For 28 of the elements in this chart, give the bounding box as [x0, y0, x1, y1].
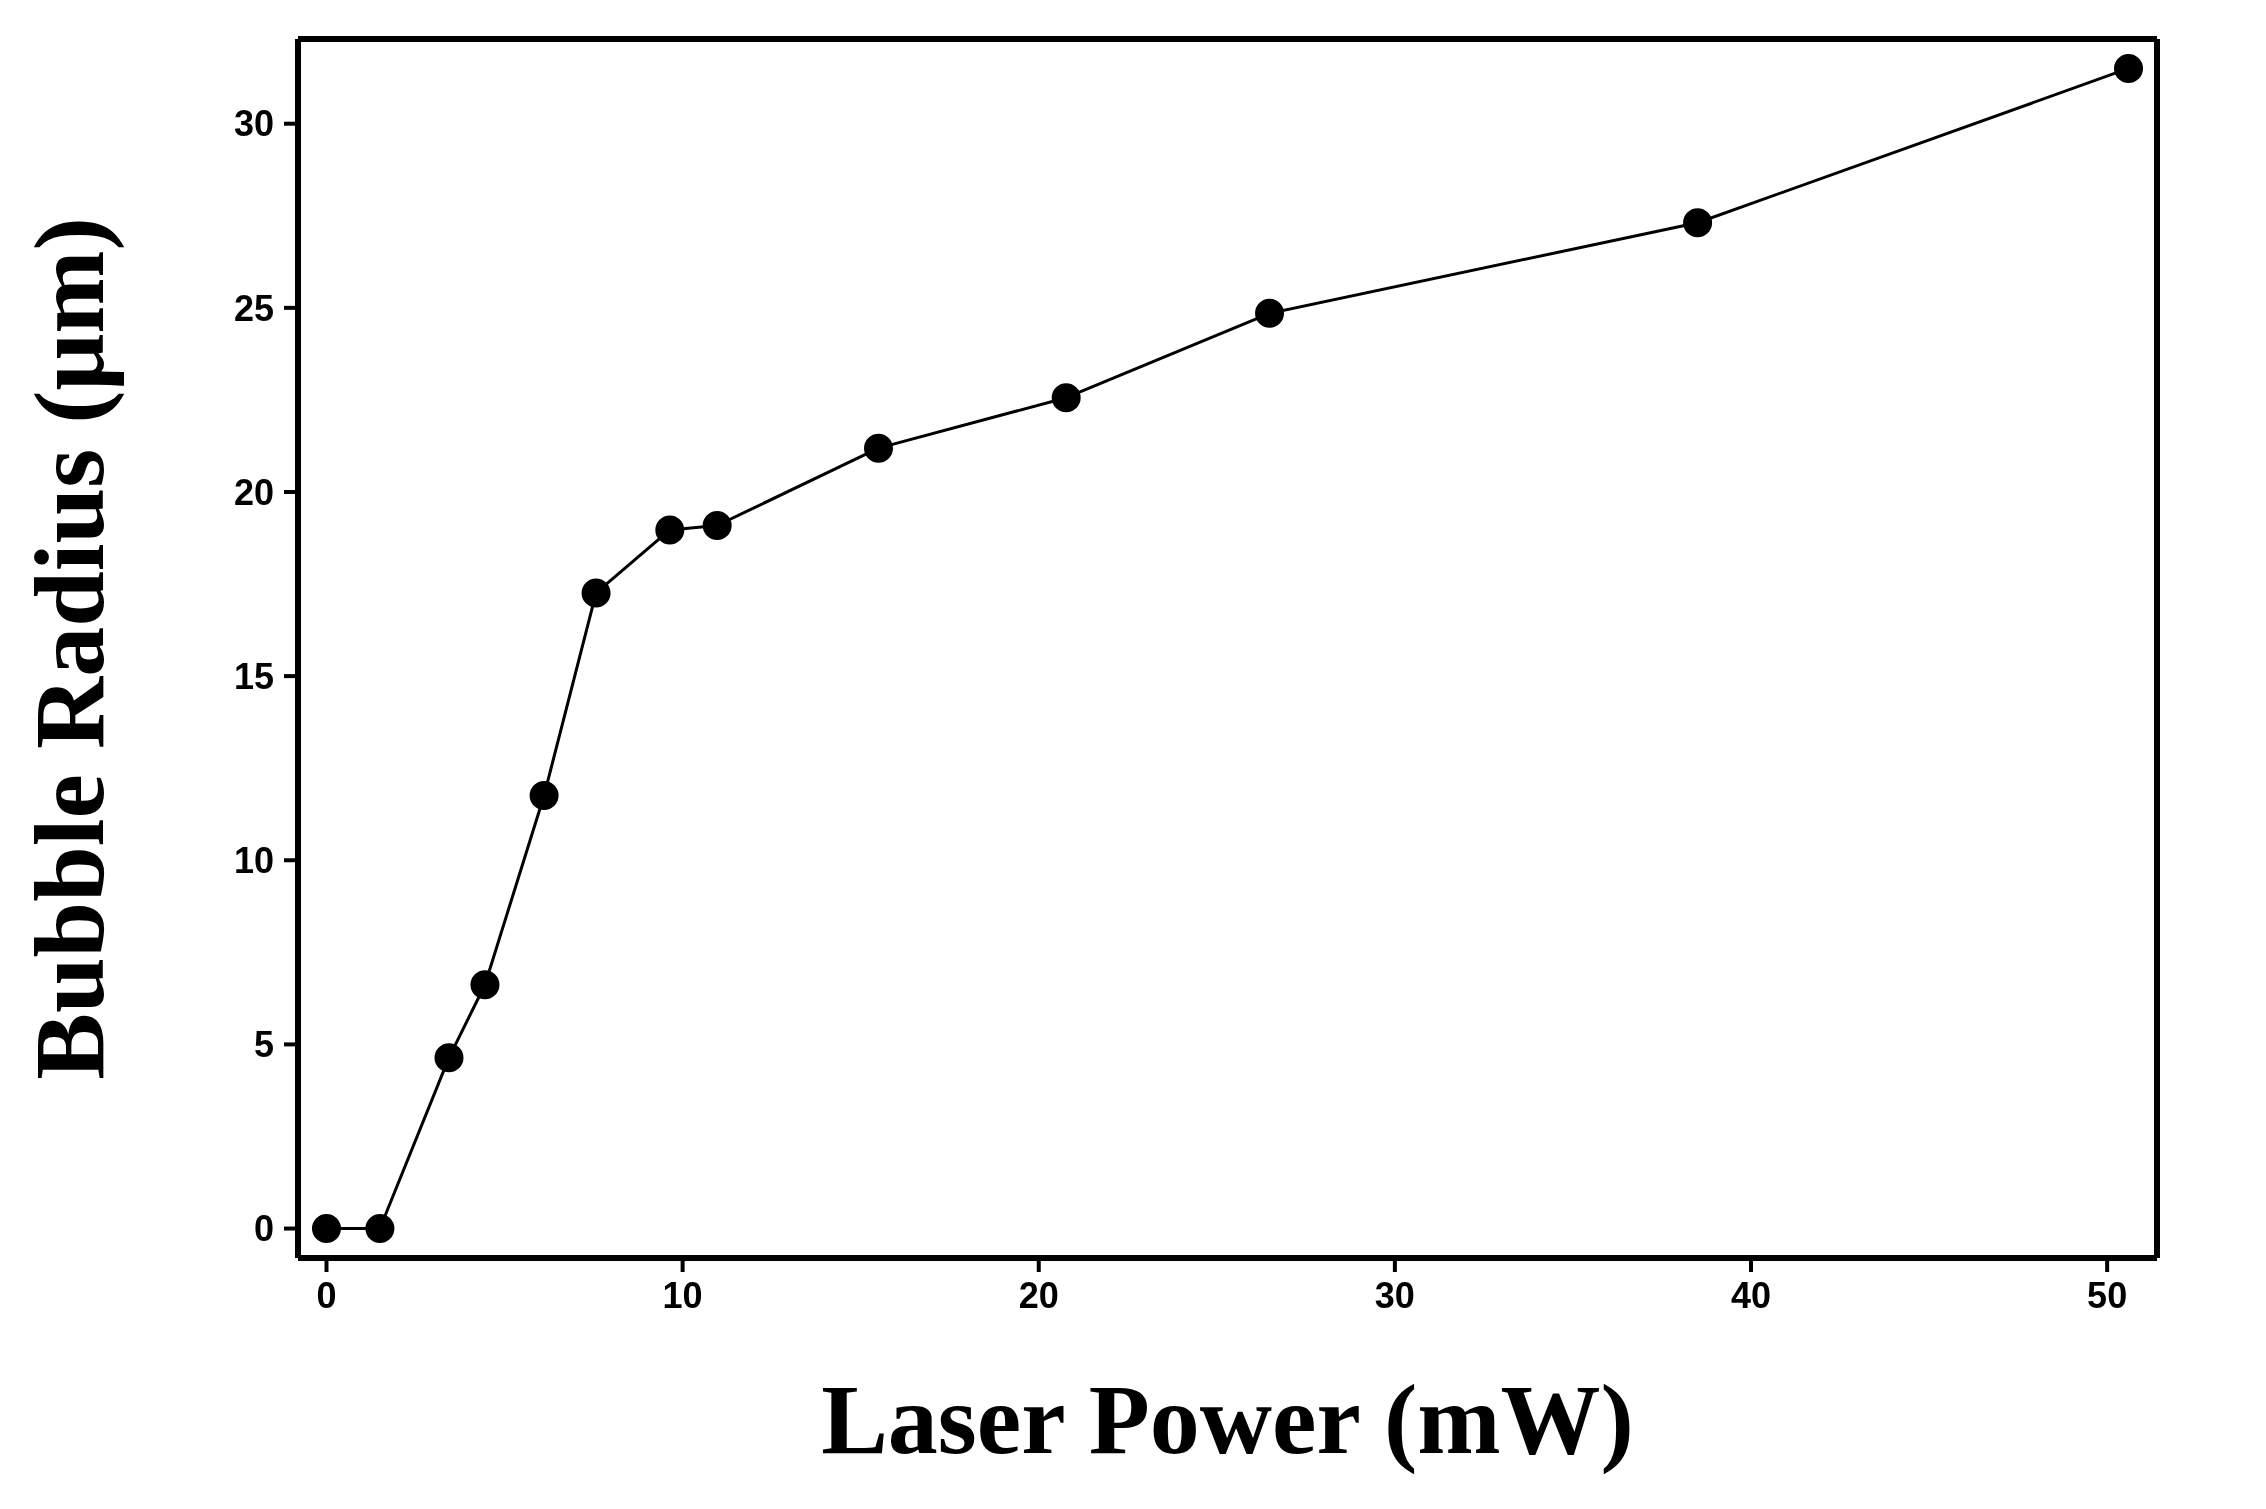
y-tick-label: 10	[233, 840, 274, 882]
y-tick-label: 5	[253, 1024, 274, 1066]
y-tick-label: 15	[233, 655, 274, 697]
y-axis-title: Bubble Radius (μm)	[14, 217, 125, 1080]
point	[529, 780, 559, 810]
point	[434, 1043, 464, 1073]
point	[1051, 383, 1081, 413]
point	[702, 511, 732, 540]
point	[470, 970, 500, 1000]
x-tick-label: 40	[1730, 1274, 1772, 1316]
x-tick-label: 30	[1374, 1274, 1415, 1316]
point	[863, 433, 893, 463]
x-axis-title: Laser Power (mW)	[821, 1364, 1634, 1475]
y-tick-label: 30	[233, 103, 274, 145]
point	[1255, 298, 1285, 328]
point	[1683, 208, 1713, 238]
point	[2114, 53, 2144, 83]
point	[655, 515, 685, 545]
point	[311, 1214, 341, 1244]
y-tick-label: 0	[253, 1208, 274, 1250]
x-tick-label: 20	[1018, 1274, 1059, 1316]
x-tick-label: 50	[2087, 1274, 2128, 1316]
y-tick-label: 25	[233, 287, 274, 329]
x-tick-label: 0	[316, 1274, 337, 1316]
x-tick-label: 10	[662, 1274, 703, 1316]
y-tick-label: 20	[233, 471, 274, 513]
point	[581, 578, 611, 608]
point	[365, 1214, 395, 1244]
